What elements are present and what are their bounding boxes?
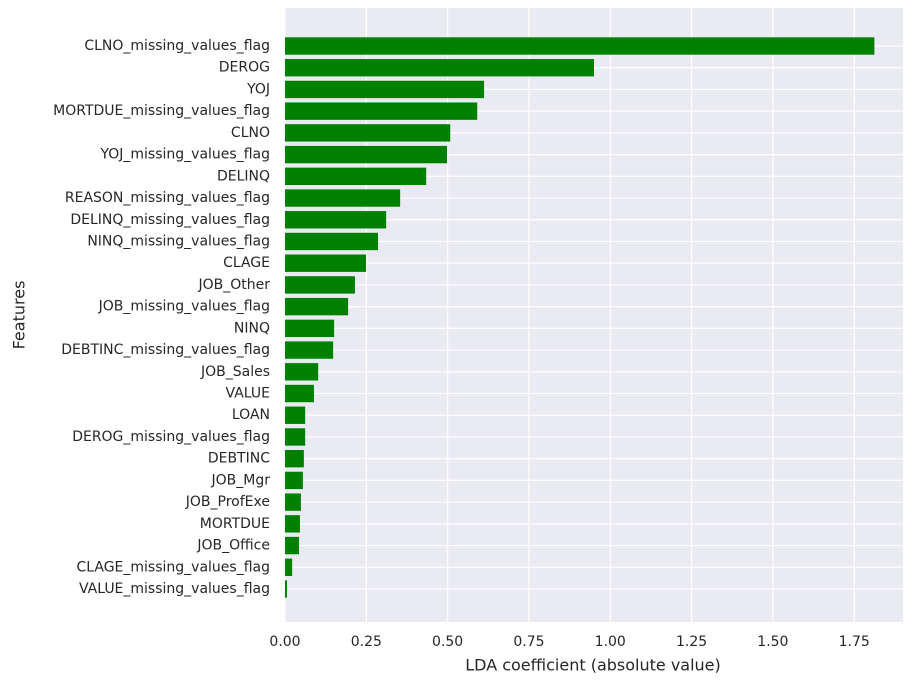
bar xyxy=(285,276,355,294)
bar xyxy=(285,254,366,272)
y-tick-label: LOAN xyxy=(232,407,270,423)
y-tick-label: NINQ xyxy=(234,320,270,336)
x-tick-label: 1.00 xyxy=(595,634,626,650)
bar xyxy=(285,124,451,142)
y-tick-label: JOB_missing_values_flag xyxy=(98,299,270,315)
y-tick-label: CLAGE xyxy=(223,255,270,271)
bar xyxy=(285,37,875,55)
bar xyxy=(285,449,304,468)
bar xyxy=(285,341,334,359)
y-tick-label: CLNO_missing_values_flag xyxy=(84,38,270,54)
y-tick-label: JOB_Office xyxy=(196,538,270,554)
x-tick-label: 1.75 xyxy=(839,634,870,650)
y-tick-label: MORTDUE xyxy=(200,516,270,532)
bar xyxy=(285,493,301,511)
y-tick-label: DELINQ xyxy=(217,168,270,184)
bar xyxy=(285,102,478,120)
y-tick-label: CLAGE_missing_values_flag xyxy=(76,559,270,575)
bar xyxy=(285,297,349,316)
y-tick-label: DEBTINC_missing_values_flag xyxy=(61,342,270,358)
x-tick-label: 1.50 xyxy=(757,634,788,650)
bar xyxy=(285,580,287,598)
y-tick-label: REASON_missing_values_flag xyxy=(65,190,270,206)
bar xyxy=(285,536,299,555)
bar xyxy=(285,384,314,403)
bar xyxy=(285,471,303,490)
bar xyxy=(285,363,319,381)
y-tick-label: VALUE xyxy=(226,386,270,402)
y-axis-label: Features xyxy=(10,281,29,350)
plot-area xyxy=(285,8,903,622)
x-tick-label: 0.75 xyxy=(513,634,544,650)
y-tick-label: MORTDUE_missing_values_flag xyxy=(53,103,270,119)
y-tick-label: CLNO xyxy=(231,125,270,141)
y-tick-label: JOB_Other xyxy=(197,277,270,293)
y-tick-label: DEROG_missing_values_flag xyxy=(72,429,270,445)
bar xyxy=(285,406,306,424)
bar xyxy=(285,558,293,576)
x-tick-label: 1.25 xyxy=(676,634,707,650)
bar xyxy=(285,145,447,164)
y-tick-label: VALUE_missing_values_flag xyxy=(79,581,270,597)
bar xyxy=(285,80,485,99)
bar xyxy=(285,189,401,207)
y-tick-label: DEROG xyxy=(219,60,270,76)
bar xyxy=(285,59,594,77)
y-tick-label: DELINQ_missing_values_flag xyxy=(70,212,270,228)
bar xyxy=(285,167,427,186)
y-tick-label: JOB_Mgr xyxy=(211,472,271,488)
y-tick-label: JOB_ProfExe xyxy=(185,494,270,510)
y-tick-label: NINQ_missing_values_flag xyxy=(87,233,270,249)
x-tick-label: 0.50 xyxy=(432,634,463,650)
x-axis-label: LDA coefficient (absolute value) xyxy=(465,656,721,675)
y-tick-label: JOB_Sales xyxy=(200,364,270,380)
bar xyxy=(285,232,379,251)
y-tick-label: DEBTINC xyxy=(208,451,270,467)
y-tick-label: YOJ xyxy=(246,81,270,97)
bar xyxy=(285,319,335,338)
bar xyxy=(285,515,300,533)
bar xyxy=(285,428,306,446)
x-tick-label: 0.25 xyxy=(351,634,382,650)
x-tick-label: 0.00 xyxy=(269,634,300,650)
bar xyxy=(285,211,387,229)
y-tick-label: YOJ_missing_values_flag xyxy=(99,147,270,163)
